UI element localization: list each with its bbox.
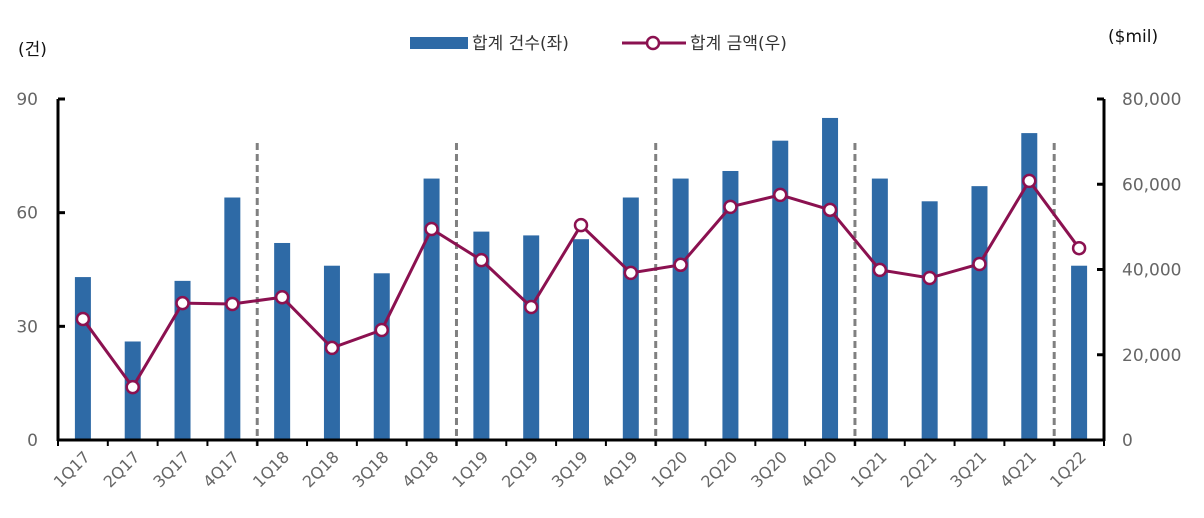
x-tick-label: 3Q19 (548, 447, 592, 491)
point-4Q19 (623, 265, 639, 281)
point-1Q17 (75, 311, 91, 327)
x-tick-label: 4Q20 (797, 447, 841, 491)
bar-2Q19 (523, 235, 540, 440)
x-tick-label: 2Q20 (697, 447, 741, 491)
bar-1Q17 (74, 277, 91, 440)
bar-4Q21 (1021, 133, 1038, 440)
point-4Q18 (424, 221, 439, 237)
x-tick-label: 4Q17 (199, 447, 243, 491)
legend-marker (645, 35, 661, 51)
right-tick-label: 80,000 (1122, 90, 1181, 110)
point-1Q20 (673, 257, 688, 273)
right-tick-label: 60,000 (1122, 175, 1181, 195)
x-tick-label: 3Q20 (747, 447, 791, 491)
x-tick-label: 3Q21 (946, 447, 990, 491)
x-tick-label: 1Q18 (249, 447, 293, 491)
legend-line-label: 합계 금액(우) (690, 34, 787, 54)
point-4Q20 (822, 202, 838, 218)
point-1Q18 (274, 289, 290, 305)
point-2Q17 (125, 379, 140, 395)
bar-1Q18 (274, 242, 291, 440)
x-tick-label: 3Q17 (149, 447, 193, 491)
point-4Q17 (225, 296, 240, 312)
bar-2Q20 (722, 170, 739, 440)
left-axis-unit: (건) (18, 40, 47, 60)
left-tick-label: 90 (16, 90, 38, 110)
x-tick-label: 4Q18 (398, 447, 442, 491)
bar-3Q20 (772, 140, 789, 440)
point-2Q18 (324, 340, 340, 356)
legend-bar-label: 합계 건수(좌) (472, 34, 569, 54)
bar-1Q19 (473, 231, 490, 440)
x-tick-label: 1Q22 (1046, 447, 1090, 491)
point-3Q19 (573, 217, 589, 233)
bar-3Q18 (373, 273, 390, 440)
right-tick-label: 40,000 (1122, 261, 1181, 281)
point-2Q20 (723, 199, 738, 215)
bar-3Q17 (174, 280, 191, 440)
bar-2Q21 (921, 201, 938, 440)
point-3Q17 (175, 295, 190, 311)
left-tick-label: 60 (16, 204, 38, 224)
point-1Q21 (872, 262, 888, 278)
bar-1Q20 (672, 178, 689, 441)
bar-3Q19 (573, 239, 589, 440)
left-tick-label: 0 (27, 431, 38, 451)
point-3Q18 (374, 322, 390, 338)
left-tick-label: 30 (16, 317, 38, 337)
x-tick-label: 4Q21 (996, 447, 1040, 491)
legend-bar-swatch (410, 37, 468, 49)
x-tick-label: 3Q18 (349, 447, 393, 491)
x-tick-label: 4Q19 (598, 447, 642, 491)
right-tick-label: 0 (1122, 431, 1133, 451)
bar-4Q17 (224, 197, 241, 440)
x-tick-label: 2Q18 (299, 447, 343, 491)
legend: 합계 건수(좌) 합계 금액(우) (410, 34, 787, 54)
point-3Q20 (772, 187, 788, 203)
x-tick-label: 2Q17 (100, 447, 144, 491)
x-tick-label: 1Q21 (847, 447, 891, 491)
right-tick-label: 20,000 (1122, 346, 1181, 366)
bar-1Q22 (1071, 265, 1088, 440)
point-3Q21 (972, 256, 987, 272)
x-tick-label: 2Q19 (498, 447, 542, 491)
bar-4Q20 (822, 117, 839, 440)
point-1Q19 (474, 252, 489, 268)
x-tick-label: 1Q19 (448, 447, 492, 491)
bar-3Q21 (971, 186, 988, 440)
bar-1Q21 (871, 178, 888, 441)
bar-4Q19 (622, 197, 639, 440)
x-tick-label: 2Q21 (897, 447, 941, 491)
point-1Q22 (1071, 240, 1087, 256)
right-axis-unit: ($mil) (1108, 27, 1158, 47)
x-tick-label: 1Q20 (648, 447, 692, 491)
point-2Q19 (523, 299, 539, 315)
point-4Q21 (1022, 173, 1037, 189)
bar-4Q18 (423, 178, 440, 441)
point-2Q21 (922, 270, 937, 286)
x-tick-label: 1Q17 (50, 447, 94, 491)
